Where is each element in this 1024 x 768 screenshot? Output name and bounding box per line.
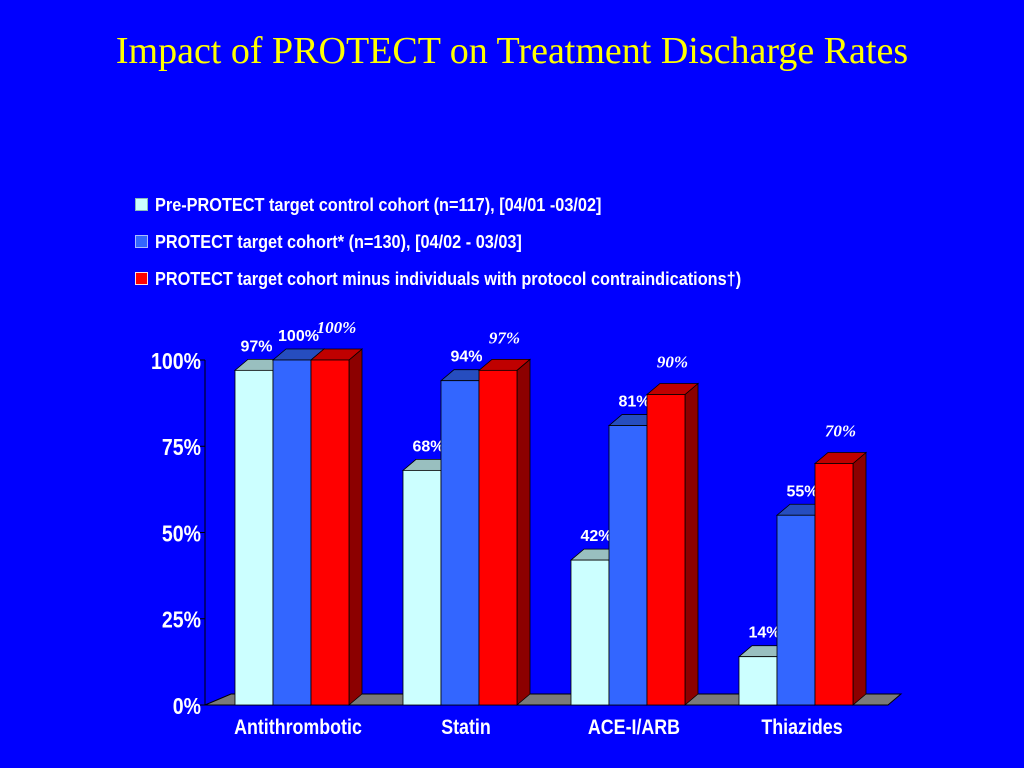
legend-swatch-protect	[135, 235, 148, 248]
data-label: 14%	[748, 625, 780, 642]
legend-item-protect-minus: PROTECT target cohort minus individuals …	[135, 260, 821, 297]
legend: Pre-PROTECT target control cohort (n=117…	[135, 186, 821, 297]
bar	[310, 359, 350, 706]
x-tick-label: ACE-I/ARB	[588, 716, 680, 740]
bar	[478, 369, 518, 706]
legend-item-protect: PROTECT target cohort* (n=130), [04/02 -…	[135, 223, 821, 260]
bar	[570, 559, 610, 706]
data-label: 94%	[450, 349, 482, 366]
data-label: 100%	[317, 318, 357, 337]
data-label: 97%	[489, 328, 520, 347]
y-tick-label: 75%	[162, 435, 201, 461]
bar	[608, 425, 648, 706]
bar-side	[348, 348, 363, 706]
bar	[234, 369, 274, 706]
data-label: 55%	[786, 483, 818, 500]
legend-label-protect: PROTECT target cohort* (n=130), [04/02 -…	[155, 230, 522, 252]
bar	[402, 469, 442, 706]
bar	[440, 380, 480, 706]
data-label: 90%	[657, 353, 688, 372]
bar	[738, 656, 778, 706]
data-label: 81%	[618, 394, 650, 411]
bar	[776, 514, 816, 706]
data-label: 70%	[825, 422, 856, 441]
bar-side	[516, 358, 531, 706]
bar	[646, 394, 686, 706]
data-label: 42%	[580, 528, 612, 545]
x-tick-label: Thiazides	[761, 716, 842, 740]
y-tick-label: 25%	[162, 607, 201, 633]
y-tick-label: 100%	[151, 349, 201, 375]
y-tick-label: 50%	[162, 521, 201, 547]
chart-title: Impact of PROTECT on Treatment Discharge…	[115, 30, 909, 72]
x-tick-label: Statin	[441, 716, 491, 740]
legend-label-protect-minus: PROTECT target cohort minus individuals …	[155, 267, 742, 289]
data-label: 68%	[412, 438, 444, 455]
bar	[272, 359, 312, 706]
legend-label-pre-protect: Pre-PROTECT target control cohort (n=117…	[155, 193, 602, 215]
bar-side	[852, 451, 867, 706]
bar	[814, 463, 854, 706]
legend-swatch-pre-protect	[135, 198, 148, 211]
data-label: 97%	[240, 338, 272, 355]
data-label: 100%	[278, 328, 319, 345]
legend-swatch-protect-minus	[135, 272, 148, 285]
bar-side	[684, 382, 699, 706]
legend-item-pre-protect: Pre-PROTECT target control cohort (n=117…	[135, 186, 821, 223]
y-tick-label: 0%	[173, 694, 201, 720]
x-tick-label: Antithrombotic	[234, 716, 362, 740]
